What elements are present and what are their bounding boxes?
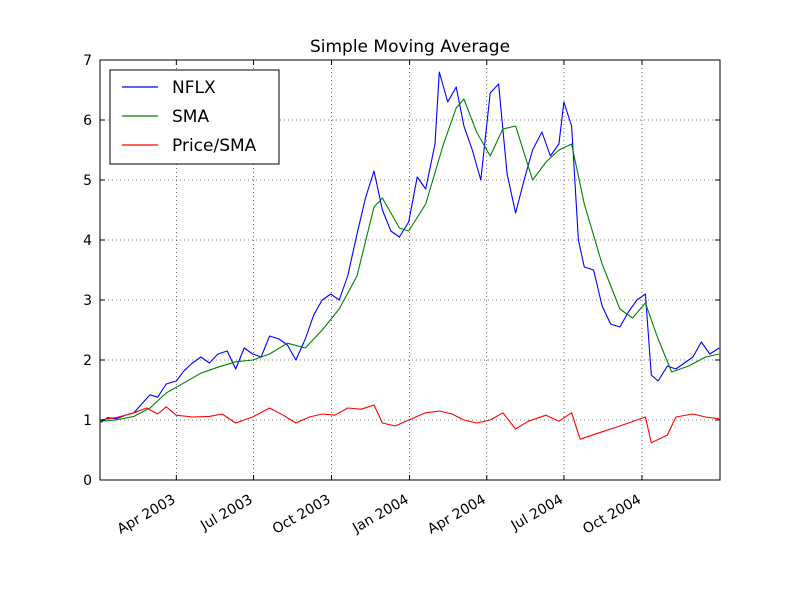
series-layer [100,71,720,444]
legend-items: NFLX SMA Price/SMA [122,78,257,156]
y-tick-label: 7 [83,53,92,69]
y-tick-label: 4 [83,233,92,249]
chart-title: Simple Moving Average [310,37,510,57]
legend-box [109,69,280,165]
y-tick-label: 3 [83,293,92,309]
legend-label: NFLX [172,78,216,98]
legend: NFLX SMA Price/SMA [109,69,280,165]
legend-label: SMA [172,107,209,127]
legend-label: Price/SMA [172,136,257,156]
series-line-price-sma [100,404,720,444]
series-line-sma [100,98,720,422]
y-tick-label: 5 [83,173,92,189]
y-tick-label: 1 [83,413,92,429]
y-tick-label: 2 [83,353,92,369]
y-tick-label: 6 [83,113,92,129]
series-line-nflx [100,71,720,423]
y-tick-label: 0 [83,473,92,489]
